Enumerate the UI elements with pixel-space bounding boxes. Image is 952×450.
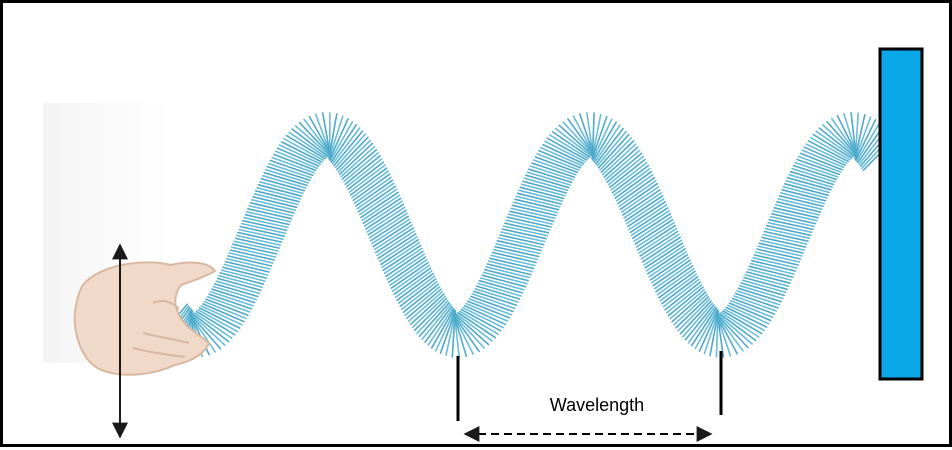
wave-on-spring-diagram: Wavelength xyxy=(3,3,952,450)
wavelength-label: Wavelength xyxy=(550,395,644,415)
wall-icon xyxy=(880,49,922,379)
